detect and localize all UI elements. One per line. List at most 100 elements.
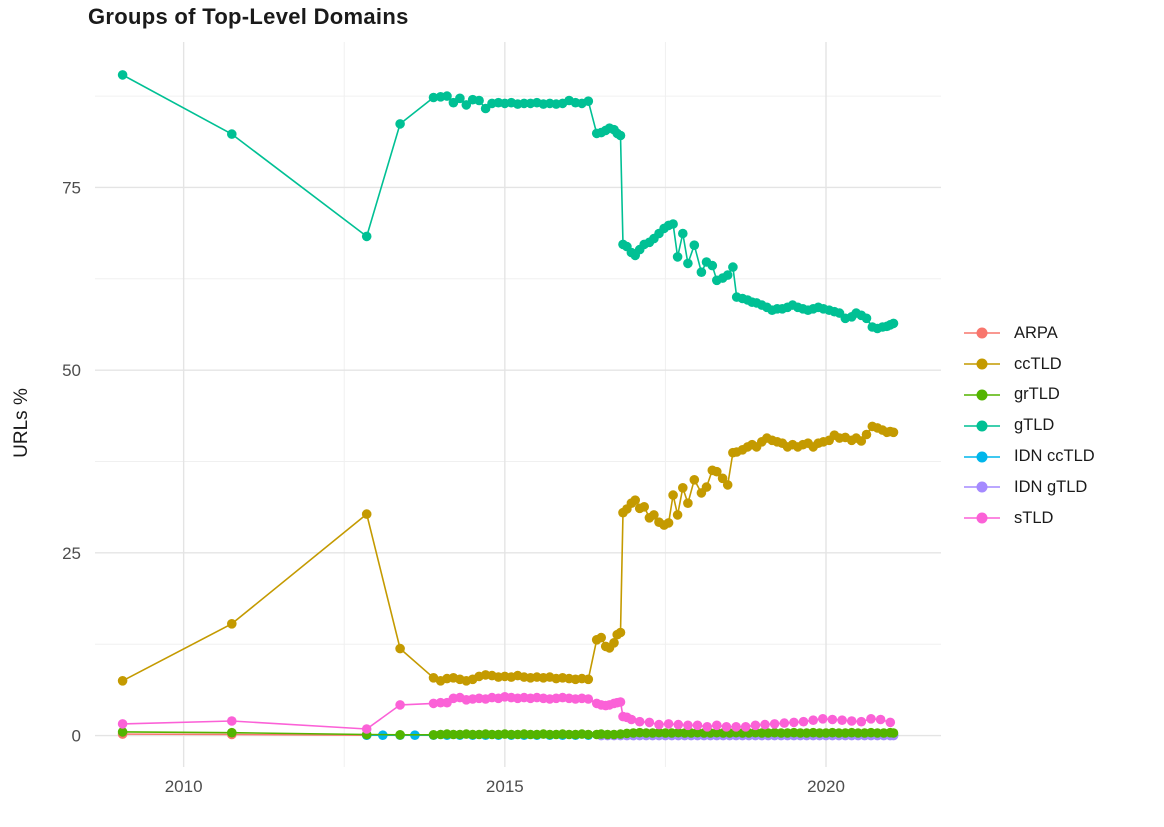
series-gtld-point bbox=[227, 129, 237, 139]
series-stld-point bbox=[673, 719, 684, 730]
series-gtld-point bbox=[395, 119, 405, 129]
series-gtld-line bbox=[122, 74, 894, 330]
series-stld-point bbox=[837, 715, 847, 725]
legend-key-icon bbox=[964, 389, 1000, 401]
series-stld-point bbox=[583, 694, 594, 704]
legend-key-icon bbox=[964, 512, 1000, 524]
series-stld-point bbox=[779, 718, 790, 728]
series-grtld-point bbox=[428, 730, 439, 740]
series-stld-point bbox=[615, 697, 626, 707]
series-cctld-point bbox=[615, 627, 626, 638]
series-cctld-point bbox=[722, 480, 733, 490]
series-gtld-point bbox=[615, 130, 626, 141]
series-cctld-point bbox=[583, 674, 594, 685]
series-gtld-point bbox=[583, 96, 594, 106]
y-tick-label: 25 bbox=[62, 544, 81, 563]
series-grtld-point bbox=[395, 730, 405, 740]
series-grtld-point bbox=[117, 727, 128, 737]
legend-item-idn-cctld: IDN ccTLD bbox=[963, 441, 1095, 472]
series-gtld-point bbox=[683, 258, 693, 269]
series-gtld-point bbox=[474, 95, 484, 106]
legend-item-gtld: gTLD bbox=[963, 410, 1095, 441]
legend-key-icon bbox=[964, 327, 1000, 339]
series-stld-point bbox=[846, 716, 857, 726]
legend-key-icon bbox=[964, 420, 1000, 432]
series-cctld-line bbox=[122, 425, 894, 682]
legend-label: IDN gTLD bbox=[1014, 477, 1088, 496]
series-cctld-point bbox=[701, 482, 712, 492]
series-gtld-point bbox=[707, 260, 718, 271]
series-gtld-point bbox=[888, 318, 899, 329]
series-stld-point bbox=[818, 714, 828, 724]
series-cctld-point bbox=[609, 638, 619, 648]
y-tick-label: 50 bbox=[62, 361, 81, 380]
legend-label: ccTLD bbox=[1014, 354, 1062, 373]
legend-label: ARPA bbox=[1014, 323, 1058, 342]
series-gtld-point bbox=[461, 100, 472, 110]
series-stld-point bbox=[721, 722, 732, 732]
series-cctld-point bbox=[361, 509, 372, 519]
series-cctld-point bbox=[649, 510, 659, 520]
series-gtld-point bbox=[728, 262, 738, 272]
legend-key-icon bbox=[964, 358, 1000, 370]
series-stld-point bbox=[875, 714, 886, 725]
series-gtld-point bbox=[480, 103, 491, 114]
series-cctld-point bbox=[856, 436, 867, 446]
series-gtld-point bbox=[442, 91, 452, 101]
series-cctld-point bbox=[672, 510, 683, 520]
series-stld-point bbox=[692, 720, 703, 731]
series-cctld-point bbox=[712, 466, 722, 477]
series-stld-point bbox=[866, 714, 876, 724]
series-stld-point bbox=[856, 716, 867, 727]
series-cctld-point bbox=[117, 676, 128, 686]
series-stld-point bbox=[798, 716, 809, 727]
series-cctld-point bbox=[683, 498, 693, 509]
series-gtld-point bbox=[117, 70, 128, 80]
series-cctld-point bbox=[678, 483, 688, 493]
y-tick-label: 75 bbox=[62, 178, 81, 197]
legend-label: sTLD bbox=[1014, 508, 1054, 527]
series-gtld-point bbox=[689, 240, 700, 250]
series-cctld-point bbox=[689, 475, 700, 485]
series-gtld-point bbox=[696, 267, 707, 278]
series-stld-point bbox=[644, 717, 655, 728]
series-stld-point bbox=[361, 724, 372, 734]
series-cctld-point bbox=[668, 490, 678, 500]
series-stld-point bbox=[634, 716, 645, 727]
x-tick-label: 2015 bbox=[486, 777, 524, 796]
y-tick-label: 0 bbox=[72, 727, 81, 746]
series-stld-point bbox=[702, 722, 712, 732]
series-cctld-point bbox=[395, 643, 405, 654]
series-stld-point bbox=[808, 715, 818, 725]
series-gtld-point bbox=[722, 270, 733, 280]
series-gtld-point bbox=[428, 92, 439, 103]
series-gtld-point bbox=[668, 219, 678, 229]
legend-item-idn-gtld: IDN gTLD bbox=[963, 472, 1095, 503]
series-stld-point bbox=[395, 700, 405, 710]
legend-label: gTLD bbox=[1014, 416, 1055, 435]
series-stld-point bbox=[117, 719, 128, 729]
series-stld-point bbox=[626, 714, 637, 725]
series-cctld-point bbox=[861, 429, 872, 440]
y-axis-title: URLs % bbox=[11, 388, 32, 458]
series-gtld-point bbox=[861, 313, 872, 324]
series-cctld-point bbox=[630, 495, 640, 506]
series-stld-point bbox=[827, 714, 838, 725]
legend-label: IDN ccTLD bbox=[1014, 447, 1095, 466]
series-cctld-point bbox=[888, 427, 899, 438]
series-gtld-point bbox=[672, 252, 683, 262]
series-stld-point bbox=[428, 698, 439, 709]
series-stld-point bbox=[789, 717, 799, 728]
series-gtld-point bbox=[361, 231, 372, 242]
series-cctld-point bbox=[717, 473, 728, 484]
legend-item-arpa: ARPA bbox=[963, 318, 1095, 349]
series-gtld-point bbox=[455, 93, 465, 104]
series-grtld-point bbox=[583, 729, 594, 740]
series-gtld-point bbox=[678, 228, 688, 239]
series-stld-point bbox=[712, 720, 722, 731]
series-cctld-point bbox=[639, 502, 649, 512]
x-tick-label: 2020 bbox=[807, 777, 845, 796]
legend-item-stld: sTLD bbox=[963, 503, 1095, 534]
legend-key-icon bbox=[964, 481, 1000, 493]
